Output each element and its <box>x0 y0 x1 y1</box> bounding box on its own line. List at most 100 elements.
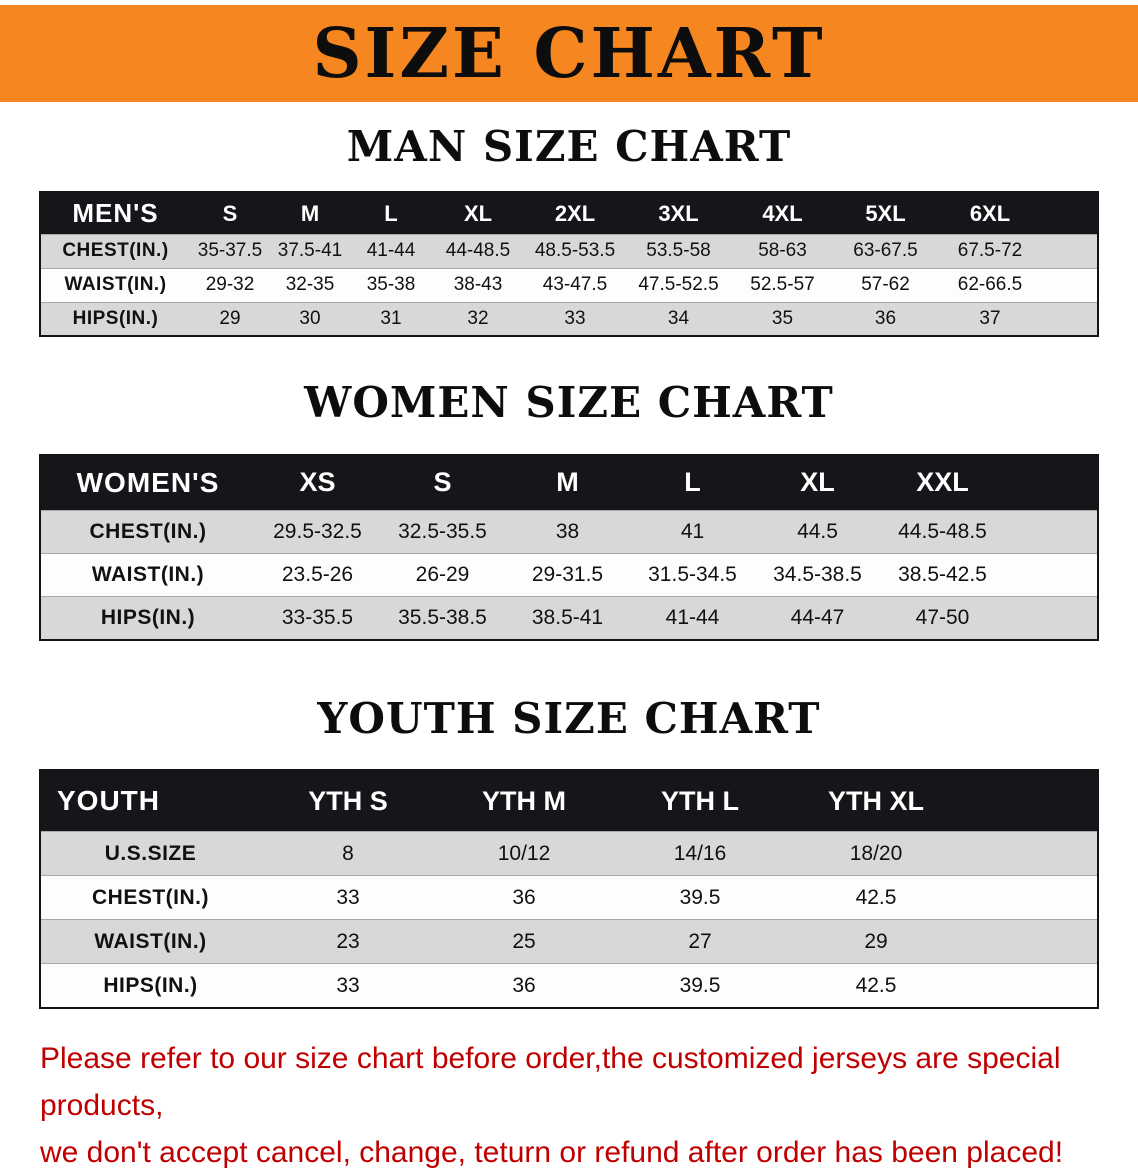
size-value-cell: 39.5 <box>612 963 788 1008</box>
size-value-cell: 36 <box>436 875 612 920</box>
size-value-cell: 53.5-58 <box>626 233 731 269</box>
row-label: WAIST(IN.) <box>40 267 190 303</box>
table-row: CHEST(IN.) 33 36 39.5 42.5 <box>40 875 1098 920</box>
spacer-cell <box>1005 455 1098 511</box>
youth-size-section: YOUTH SIZE CHART YOUTH YTH S YTH M YTH L YTH… <box>0 641 1138 1009</box>
table-row: WAIST(IN.) 23.5-26 26-29 29-31.5 31.5-34.5 34… <box>40 553 1098 597</box>
size-value-cell: 29-31.5 <box>505 553 630 597</box>
column-header: M <box>300 200 320 226</box>
spacer-cell <box>1043 301 1098 337</box>
table-header-row: YOUTH YTH S YTH M YTH L YTH XL <box>40 769 1098 832</box>
size-value-cell: 25 <box>436 919 612 964</box>
table-row: U.S.SIZE 8 10/12 14/16 18/20 <box>40 831 1098 876</box>
column-header: YTH M <box>482 785 566 816</box>
size-value-cell: 34 <box>626 301 731 337</box>
column-header: L <box>684 467 701 498</box>
size-value-cell: 63-67.5 <box>834 233 937 269</box>
size-value-cell: 43-47.5 <box>524 267 626 303</box>
size-value-cell: 52.5-57 <box>731 267 834 303</box>
size-value-cell: 37 <box>937 301 1043 337</box>
column-header: XL <box>800 467 835 498</box>
size-value-cell: 36 <box>834 301 937 337</box>
size-value-cell: 44-47 <box>755 596 880 640</box>
table-title-cell: WOMEN'S <box>76 466 220 498</box>
table-header-row: WOMEN'S XS S M L XL XXL <box>40 454 1098 511</box>
row-label: CHEST(IN.) <box>40 233 190 269</box>
table-row: CHEST(IN.) 35-37.5 37.5-41 41-44 44-48.5 48.5… <box>40 233 1098 269</box>
row-label: CHEST(IN.) <box>40 875 260 920</box>
table-row: WAIST(IN.) 23 25 27 29 <box>40 919 1098 964</box>
column-header: S <box>222 200 238 226</box>
size-value-cell: 29 <box>788 919 964 964</box>
table-row: CHEST(IN.) 29.5-32.5 32.5-35.5 38 41 44.5 44.5… <box>40 510 1098 554</box>
size-value-cell: 39.5 <box>612 875 788 920</box>
size-value-cell: 8 <box>260 831 436 876</box>
column-header: XS <box>299 467 336 498</box>
men-size-section: MAN SIZE CHART MEN'S S M L XL 2XL 3XL 4XL 5XL 6XL… <box>0 102 1138 338</box>
size-value-cell: 32.5-35.5 <box>380 510 505 554</box>
column-header: 2XL <box>554 200 596 226</box>
table-header-row: MEN'S S M L XL 2XL 3XL 4XL 5XL 6XL <box>40 192 1098 235</box>
column-header: YTH XL <box>827 785 924 816</box>
row-label: HIPS(IN.) <box>40 963 260 1008</box>
size-value-cell: 35.5-38.5 <box>380 596 505 640</box>
spacer-cell <box>1043 267 1098 303</box>
size-value-cell: 18/20 <box>788 831 964 876</box>
column-header: XL <box>463 200 493 226</box>
size-value-cell: 47-50 <box>880 596 1005 640</box>
size-value-cell: 47.5-52.5 <box>626 267 731 303</box>
size-value-cell: 41-44 <box>350 233 432 269</box>
men-section-heading: MAN SIZE CHART <box>346 122 792 171</box>
youth-size-table: YOUTH YTH S YTH M YTH L YTH XL U.S.SIZE 8 10/12… <box>39 768 1099 1009</box>
size-value-cell: 34.5-38.5 <box>755 553 880 597</box>
spacer-cell <box>1043 192 1098 234</box>
size-value-cell: 37.5-41 <box>270 233 350 269</box>
spacer-cell <box>1005 553 1098 597</box>
size-value-cell: 67.5-72 <box>937 233 1043 269</box>
size-value-cell: 41 <box>630 510 755 554</box>
size-value-cell: 38 <box>505 510 630 554</box>
size-value-cell: 29 <box>190 301 270 337</box>
column-header: M <box>556 467 579 498</box>
size-value-cell: 32 <box>432 301 524 337</box>
table-row: HIPS(IN.) 33-35.5 35.5-38.5 38.5-41 41-44 44-… <box>40 596 1098 640</box>
row-label: HIPS(IN.) <box>40 301 190 337</box>
size-value-cell: 30 <box>270 301 350 337</box>
spacer-cell <box>964 963 1098 1008</box>
spacer-cell <box>964 875 1098 920</box>
size-value-cell: 42.5 <box>788 963 964 1008</box>
women-size-table: WOMEN'S XS S M L XL XXL CHEST(IN.) 29.5-32.5 32.5… <box>39 453 1099 641</box>
size-value-cell: 48.5-53.5 <box>524 233 626 269</box>
table-title-cell: MEN'S <box>72 198 159 229</box>
size-value-cell: 38-43 <box>432 267 524 303</box>
size-value-cell: 31 <box>350 301 432 337</box>
size-value-cell: 14/16 <box>612 831 788 876</box>
men-size-table: MEN'S S M L XL 2XL 3XL 4XL 5XL 6XL CHEST(IN.) 35-37… <box>39 191 1099 338</box>
table-row: WAIST(IN.) 29-32 32-35 35-38 38-43 43-47.5 47.… <box>40 267 1098 303</box>
column-header: 4XL <box>762 200 803 226</box>
size-value-cell: 35-38 <box>350 267 432 303</box>
column-header: L <box>384 200 398 226</box>
size-value-cell: 58-63 <box>731 233 834 269</box>
table-row: HIPS(IN.) 29 30 31 32 33 34 35 36 37 <box>40 301 1098 337</box>
size-value-cell: 33 <box>260 963 436 1008</box>
column-header: 3XL <box>658 200 699 226</box>
size-value-cell: 38.5-41 <box>505 596 630 640</box>
row-label: U.S.SIZE <box>40 831 260 876</box>
row-label: CHEST(IN.) <box>40 510 255 554</box>
disclaimer: Please refer to our size chart before or… <box>40 1035 1138 1176</box>
size-value-cell: 29.5-32.5 <box>255 510 380 554</box>
row-label: HIPS(IN.) <box>40 596 255 640</box>
size-value-cell: 41-44 <box>630 596 755 640</box>
column-header: 5XL <box>865 200 906 226</box>
size-value-cell: 33 <box>524 301 626 337</box>
size-value-cell: 44.5-48.5 <box>880 510 1005 554</box>
size-value-cell: 44-48.5 <box>432 233 524 269</box>
column-header: XXL <box>916 467 969 498</box>
size-value-cell: 10/12 <box>436 831 612 876</box>
size-value-cell: 27 <box>612 919 788 964</box>
size-value-cell: 33 <box>260 875 436 920</box>
page-title: SIZE CHART <box>312 13 826 94</box>
spacer-cell <box>964 770 1098 832</box>
column-header: YTH S <box>308 785 388 816</box>
